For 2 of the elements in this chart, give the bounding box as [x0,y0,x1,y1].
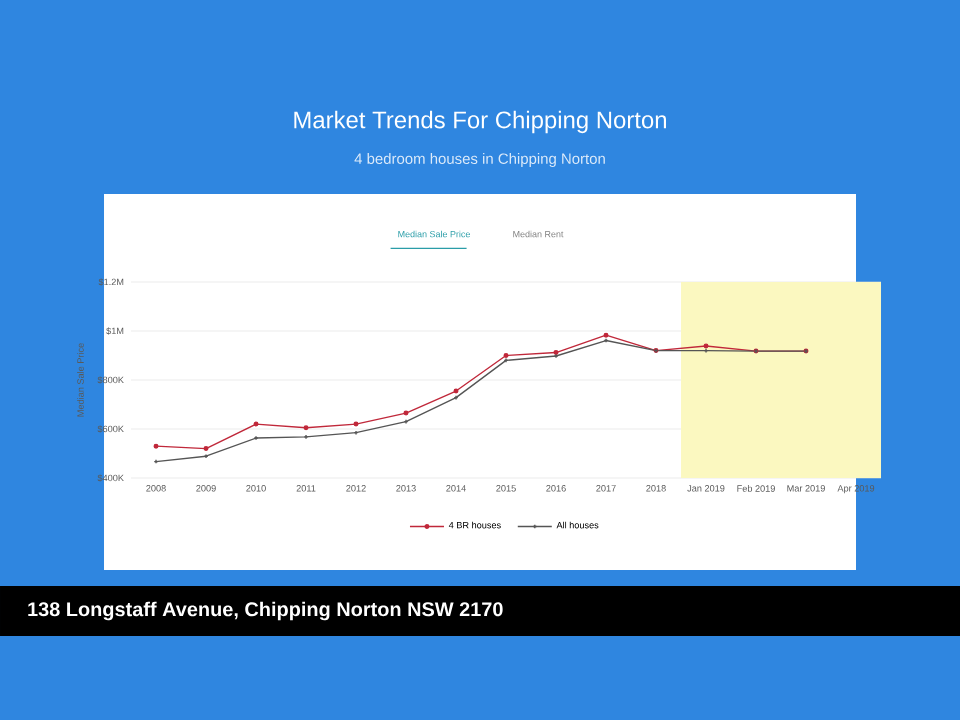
chart-title: Market Trends For Chipping Norton [294,110,666,134]
text: 138 Longstaff Avenue, Chipping Norton NSW 2170 [28,601,503,621]
